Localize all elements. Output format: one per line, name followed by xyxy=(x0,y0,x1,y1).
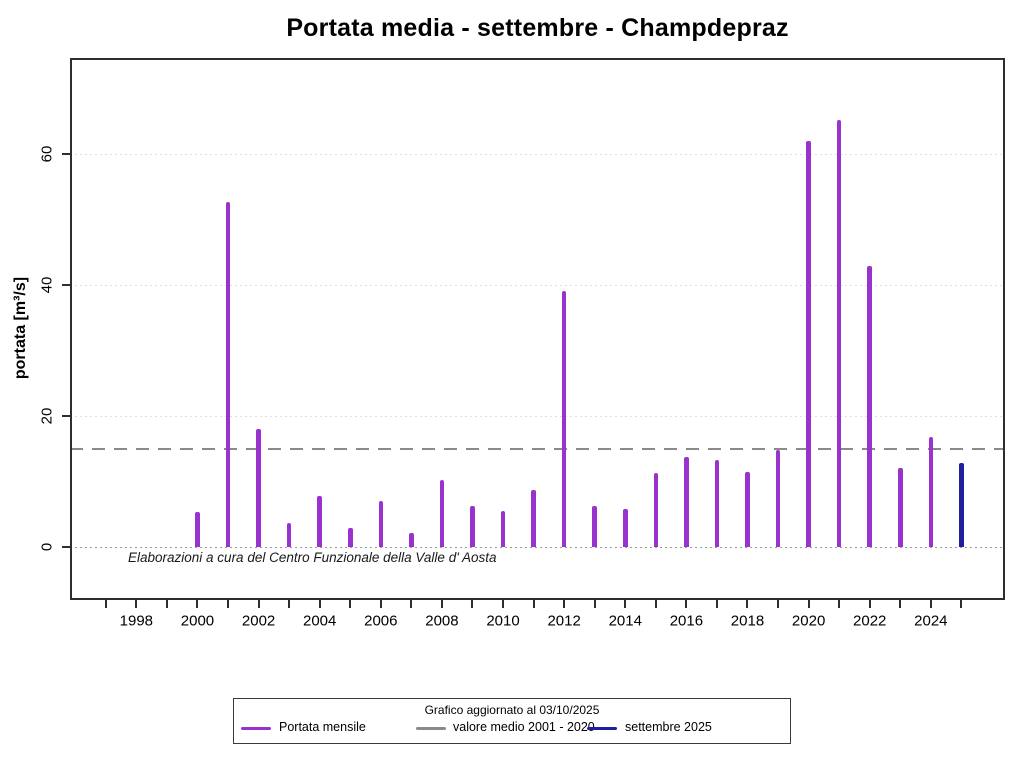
bar-2002 xyxy=(256,429,261,547)
legend-label-0: Portata mensile xyxy=(279,720,366,734)
x-label-2018: 2018 xyxy=(730,612,765,630)
x-tick-2014 xyxy=(624,600,627,608)
x-tick-2017 xyxy=(715,600,718,608)
legend-box: Grafico aggiornato al 03/10/2025 Portata… xyxy=(233,698,791,744)
x-tick-2013 xyxy=(593,600,596,608)
x-tick-2009 xyxy=(471,600,474,608)
y-axis-title: portata [m³/s] xyxy=(12,276,29,380)
x-label-2012: 2012 xyxy=(547,612,581,630)
bar-2007 xyxy=(409,532,414,547)
bar-2011 xyxy=(531,490,536,547)
x-tick-1999 xyxy=(165,600,168,608)
chart-title: Portata media - settembre - Champdepraz xyxy=(286,14,789,42)
x-tick-2016 xyxy=(685,600,688,608)
gridline-20 xyxy=(70,416,1005,418)
x-tick-2011 xyxy=(532,600,535,608)
bar-2019 xyxy=(775,450,781,547)
bar-2025 xyxy=(959,463,964,547)
x-label-2020: 2020 xyxy=(791,612,826,630)
gridline-0 xyxy=(70,547,1005,548)
legend-title: Grafico aggiornato al 03/10/2025 xyxy=(424,703,600,717)
x-tick-2024 xyxy=(929,600,932,608)
x-tick-2023 xyxy=(899,600,902,608)
legend-swatch-0 xyxy=(241,727,271,730)
y-label-60: 60 xyxy=(38,145,56,163)
x-tick-2004 xyxy=(318,600,321,608)
bar-2023 xyxy=(898,467,903,547)
bar-2005 xyxy=(348,528,353,547)
x-label-1998: 1998 xyxy=(119,612,154,630)
x-tick-2000 xyxy=(196,600,199,608)
x-tick-2012 xyxy=(563,600,566,608)
x-label-2010: 2010 xyxy=(486,612,520,630)
x-tick-2001 xyxy=(227,600,230,608)
y-label-0: 0 xyxy=(38,542,56,552)
x-tick-2006 xyxy=(379,600,382,608)
x-label-2024: 2024 xyxy=(914,612,948,630)
x-label-2004: 2004 xyxy=(303,612,337,630)
gridline-60 xyxy=(70,154,1005,156)
bar-2006 xyxy=(378,501,384,547)
legend-label-1: valore medio 2001 - 2020 xyxy=(453,720,595,734)
bar-2017 xyxy=(714,459,720,547)
x-tick-1997 xyxy=(104,600,107,608)
x-label-2014: 2014 xyxy=(608,612,642,630)
x-tick-2002 xyxy=(257,600,260,608)
x-tick-2018 xyxy=(746,600,749,608)
x-tick-2020 xyxy=(807,600,810,608)
y-label-40: 40 xyxy=(38,276,56,294)
y-label-20: 20 xyxy=(38,407,56,425)
bar-2013 xyxy=(592,506,597,547)
bar-2021 xyxy=(836,119,842,547)
x-tick-2019 xyxy=(777,600,780,608)
x-label-2006: 2006 xyxy=(364,612,398,630)
y-tick-60 xyxy=(62,153,70,156)
plot-border xyxy=(70,58,1005,600)
x-label-2022: 2022 xyxy=(853,612,887,630)
x-tick-2022 xyxy=(868,600,871,608)
y-tick-20 xyxy=(62,415,70,418)
legend-label-2: settembre 2025 xyxy=(625,720,712,734)
bar-2004 xyxy=(317,495,322,547)
x-tick-2007 xyxy=(410,600,413,608)
y-tick-0 xyxy=(62,546,70,548)
bar-2001 xyxy=(225,202,231,547)
x-tick-2015 xyxy=(654,600,657,608)
bar-2018 xyxy=(745,471,750,547)
bar-2014 xyxy=(623,509,628,547)
bar-2015 xyxy=(653,473,659,547)
x-tick-2025 xyxy=(960,600,963,608)
gridline-40 xyxy=(70,285,1005,287)
bar-2003 xyxy=(286,522,292,547)
bar-2008 xyxy=(439,479,445,547)
bar-2010 xyxy=(500,510,506,547)
plot-area: Elaborazioni a cura del Centro Funzional… xyxy=(70,58,1005,600)
x-tick-2010 xyxy=(502,600,505,608)
x-tick-2003 xyxy=(288,600,291,608)
bar-2009 xyxy=(470,505,475,547)
legend-swatch-1 xyxy=(416,727,446,730)
bar-2024 xyxy=(928,437,934,547)
mean-reference-line xyxy=(70,447,1005,450)
bar-2016 xyxy=(684,456,689,547)
x-tick-2008 xyxy=(440,600,443,608)
x-label-2002: 2002 xyxy=(241,612,276,630)
x-tick-1998 xyxy=(135,600,138,608)
footnote: Elaborazioni a cura del Centro Funzional… xyxy=(128,550,497,565)
x-label-2008: 2008 xyxy=(425,612,459,630)
y-tick-40 xyxy=(62,284,70,287)
legend-swatch-2 xyxy=(587,727,617,730)
bar-2022 xyxy=(867,265,872,547)
x-label-2000: 2000 xyxy=(180,612,215,630)
bar-2012 xyxy=(561,291,567,547)
bar-2020 xyxy=(806,141,811,547)
x-label-2016: 2016 xyxy=(669,612,704,630)
x-tick-2021 xyxy=(838,600,841,608)
bar-2000 xyxy=(195,511,200,547)
x-tick-2005 xyxy=(349,600,352,608)
